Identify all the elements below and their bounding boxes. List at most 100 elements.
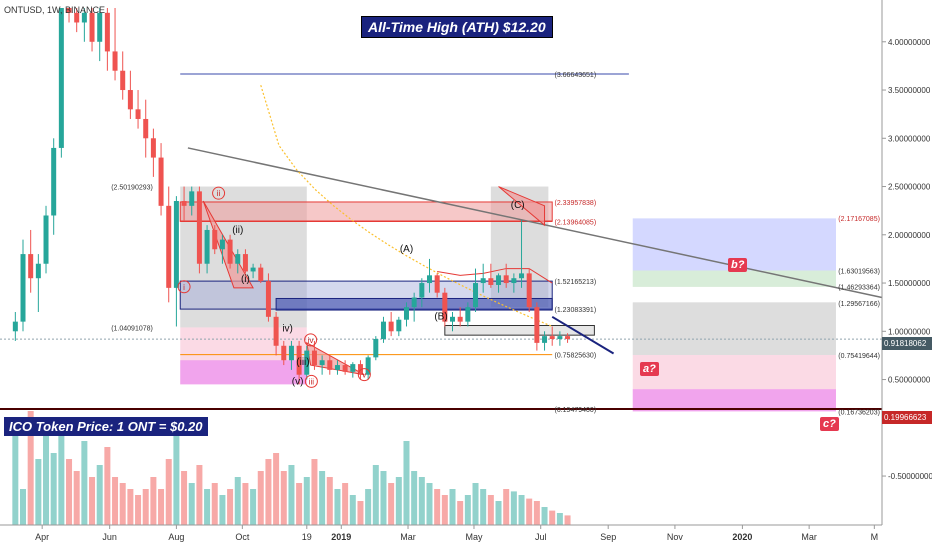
candle-body xyxy=(388,321,394,332)
volume-bar xyxy=(43,429,50,525)
candle-body xyxy=(465,307,471,322)
level-label: (0.75419644) xyxy=(838,353,880,360)
candle-body xyxy=(503,275,509,284)
wave-label: (iii) xyxy=(296,357,309,368)
volume-bar xyxy=(250,489,257,525)
candle-body xyxy=(74,12,80,23)
level-label: (0.75825630) xyxy=(555,353,597,360)
volume-bar xyxy=(449,489,456,525)
moving-average-yellow xyxy=(260,85,553,328)
wave-label: (ii) xyxy=(232,225,243,236)
volume-bar xyxy=(142,489,149,525)
candle-body xyxy=(511,278,517,284)
candle-body xyxy=(158,157,164,206)
candle-body xyxy=(281,345,287,361)
descending-trendline xyxy=(187,147,883,299)
volume-bar xyxy=(73,471,80,525)
volume-bar xyxy=(564,515,571,525)
volume-bar xyxy=(549,510,556,525)
volume-bar xyxy=(242,483,249,525)
candle-body xyxy=(204,229,210,264)
candle-body xyxy=(51,147,57,216)
level-label: (3.66643651) xyxy=(555,72,597,79)
volume-bar xyxy=(311,459,318,525)
volume-bar xyxy=(480,489,487,525)
wave-label: iii xyxy=(309,377,315,386)
level-label: (1.63019563) xyxy=(838,268,880,275)
wedge-c-top xyxy=(498,186,546,227)
volume-bar xyxy=(280,471,287,525)
volume-bar xyxy=(411,471,418,525)
candle-body xyxy=(565,336,571,340)
level-label: (2.50190293) xyxy=(111,184,153,191)
y-tick-label: 1.50000000 xyxy=(888,279,931,288)
volume-bar xyxy=(234,477,241,525)
level-label: (1.04091078) xyxy=(111,325,153,332)
wave-label: iv xyxy=(308,336,314,345)
candle-body xyxy=(258,267,264,282)
candle-body xyxy=(28,254,34,279)
volume-bar xyxy=(119,483,126,525)
y-tick-label: -0.50000000 xyxy=(888,472,932,481)
projection-pink xyxy=(632,355,836,412)
volume-bar xyxy=(35,459,42,525)
volume-bar xyxy=(188,483,195,525)
volume-bar xyxy=(165,459,172,525)
candle-body xyxy=(12,321,18,332)
candle-body xyxy=(557,336,563,340)
wave-label: (i) xyxy=(241,274,250,285)
candle-body xyxy=(450,316,456,322)
candle-body xyxy=(319,360,325,366)
candle-body xyxy=(166,205,172,288)
x-tick-label: May xyxy=(465,532,483,542)
candle-body xyxy=(304,350,310,375)
volume-bar xyxy=(403,441,410,525)
candle-body xyxy=(350,364,356,372)
volume-bar xyxy=(495,501,502,525)
x-tick-label: Aug xyxy=(168,532,184,542)
volume-bar xyxy=(426,483,433,525)
volume-bar xyxy=(265,459,272,525)
wave-circle xyxy=(357,368,371,382)
volume-bar xyxy=(27,411,34,525)
volume-bar xyxy=(50,453,57,525)
volume-bar xyxy=(66,459,73,525)
candle-body xyxy=(296,345,302,375)
level-label: (2.13964085) xyxy=(555,219,597,226)
projection-grey xyxy=(632,302,836,356)
support-box-grey xyxy=(444,325,595,336)
candle-body xyxy=(288,345,294,361)
wave-b-tag: b? xyxy=(728,258,748,272)
candle-body xyxy=(480,278,486,284)
candle-body xyxy=(104,12,110,52)
candle-body xyxy=(127,90,133,110)
volume-bar xyxy=(196,465,203,525)
x-tick-label: M xyxy=(871,532,879,542)
candle-body xyxy=(81,12,87,23)
volume-bar xyxy=(441,495,448,525)
volume-bar xyxy=(541,507,548,525)
candle-body xyxy=(442,292,448,322)
level-label: (0.19479400) xyxy=(555,407,597,414)
volume-bar xyxy=(372,465,379,525)
candle-body xyxy=(35,263,41,279)
projection-green xyxy=(632,270,836,287)
candle-body xyxy=(549,336,555,340)
candle-body xyxy=(327,360,333,370)
level-label: (1.46293364) xyxy=(838,285,880,292)
x-tick-label: 2019 xyxy=(331,532,351,542)
x-tick-label: Jun xyxy=(102,532,117,542)
volume-bar xyxy=(227,489,234,525)
candle-body xyxy=(196,191,202,264)
candle-body xyxy=(411,297,417,308)
x-tick-label: Apr xyxy=(35,532,49,542)
y-tick-label: 3.50000000 xyxy=(888,86,931,95)
candle-body xyxy=(403,307,409,320)
volume-bar xyxy=(533,501,540,525)
volume-bar xyxy=(89,477,96,525)
volume-bar xyxy=(288,465,295,525)
volume-bar xyxy=(464,495,471,525)
volume-bar xyxy=(349,495,356,525)
